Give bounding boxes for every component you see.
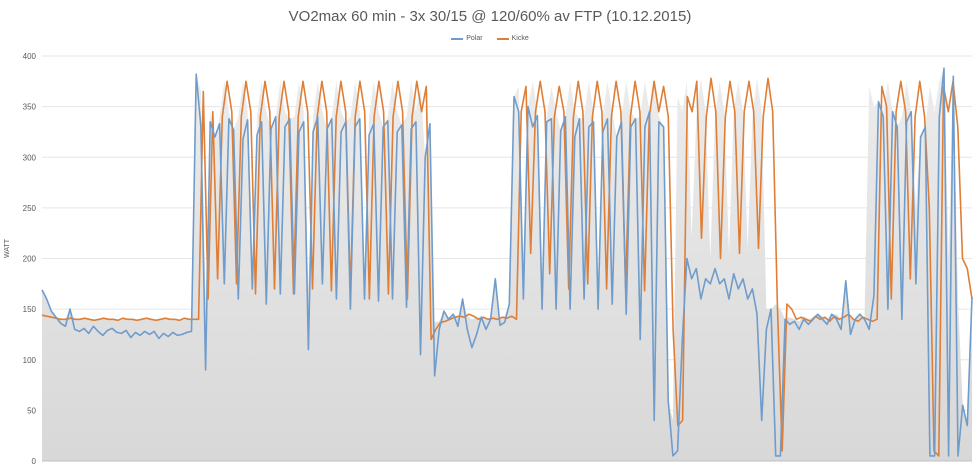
legend-label-polar: Polar — [466, 35, 483, 42]
y-tick-labels: 0 50 100 150 200 250 300 350 400 — [23, 52, 37, 466]
y-tick-label: 300 — [23, 153, 37, 162]
y-tick-label: 100 — [23, 356, 37, 365]
series-areas — [42, 68, 972, 461]
series-lines — [41, 67, 973, 457]
y-tick-label: 400 — [23, 52, 37, 61]
y-tick-label: 150 — [23, 305, 37, 314]
series-area-fill — [42, 68, 972, 461]
legend-item-kicke: Kicke — [496, 35, 529, 42]
legend-label-kicke: Kicke — [511, 35, 529, 42]
y-tick-label: 200 — [23, 255, 37, 264]
legend-item-polar: Polar — [451, 35, 483, 42]
y-tick-label: 50 — [27, 406, 36, 415]
series-line-polar — [41, 67, 973, 457]
legend-swatch-polar — [451, 37, 464, 40]
legend: Polar Kicke — [0, 35, 980, 42]
chart-title: VO2max 60 min - 3x 30/15 @ 120/60% av FT… — [288, 8, 692, 25]
legend-swatch-kicke — [496, 37, 509, 40]
series-line-kicke — [41, 77, 973, 457]
y-tick-label: 250 — [23, 204, 37, 213]
y-tick-label: 350 — [23, 103, 37, 112]
y-tick-label: 0 — [32, 457, 37, 466]
